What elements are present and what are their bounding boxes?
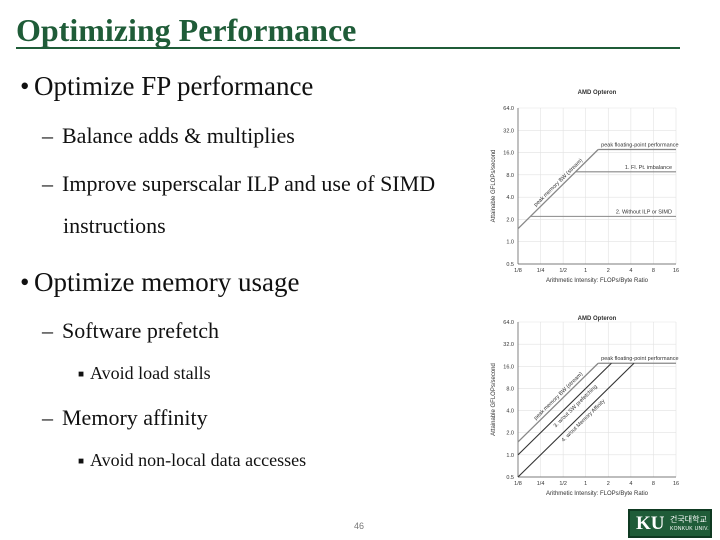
y-tick-label: 64.0	[503, 320, 514, 326]
bullet-dot-icon: •	[20, 71, 30, 101]
memory-ceiling-label: 4. w/out Memory Affinity	[561, 398, 607, 443]
x-tick-label: 1	[584, 481, 587, 487]
y-tick-label: 4.0	[506, 195, 514, 201]
bullet-level3: ■ Avoid load stalls	[78, 363, 211, 384]
y-tick-label: 4.0	[506, 409, 514, 415]
x-tick-label: 4	[629, 481, 632, 487]
memory-ceiling-line	[517, 362, 635, 478]
bullet-level1: • Optimize memory usage	[20, 267, 299, 298]
roofline-peak-label: peak floating-point performance	[601, 356, 678, 362]
bullet-text: instructions	[63, 213, 166, 238]
x-tick-label: 8	[652, 268, 655, 274]
page-number: 46	[354, 521, 365, 531]
y-tick-label: 8.0	[506, 173, 514, 179]
x-axis-label: Arithmetic Intensity: FLOPs/Byte Ratio	[546, 491, 649, 497]
y-tick-label: 2.0	[506, 431, 514, 437]
x-tick-label: 1/8	[514, 268, 522, 274]
title-underline	[16, 47, 680, 49]
x-axis-label: Arithmetic Intensity: FLOPs/Byte Ratio	[546, 278, 649, 284]
x-tick-label: 2	[607, 481, 610, 487]
roofline-chart-fp: AMD Opteron 0.5 1.0 2.0 4.0 8.0 16.0 32.0 64.0 1/…	[491, 90, 679, 284]
memory-ceiling-line	[517, 362, 612, 456]
bullet-text: Improve superscalar ILP and use of SIMD	[62, 171, 436, 196]
y-axis-label: Attainable GFLOPs/second	[491, 150, 497, 223]
x-tick-label: 1/2	[559, 481, 567, 487]
bullet-text: Software prefetch	[62, 318, 219, 343]
university-logo: KU 건국대학교 KONKUK UNIV.	[628, 509, 712, 538]
y-tick-label: 64.0	[503, 106, 514, 112]
y-tick-label: 0.5	[506, 262, 514, 268]
x-tick-label: 16	[673, 268, 679, 274]
y-tick-label: 1.0	[506, 453, 514, 459]
compute-ceiling-label: 1. Fl. Pt. imbalance	[625, 165, 672, 171]
logo-english: KONKUK UNIV.	[670, 526, 709, 532]
bullet-level2: – Memory affinity	[42, 405, 208, 431]
chart-title: AMD Opteron	[578, 316, 617, 322]
x-tick-label: 4	[629, 268, 632, 274]
dash-icon: –	[42, 318, 53, 343]
bullet-text: Avoid load stalls	[90, 363, 211, 383]
dash-icon: –	[42, 123, 53, 148]
logo-mark: KU	[636, 513, 665, 534]
x-tick-label: 8	[652, 481, 655, 487]
y-axis-label: Attainable GFLOPs/second	[491, 363, 497, 436]
chart-title: AMD Opteron	[578, 90, 617, 96]
y-tick-label: 16.0	[503, 151, 514, 157]
compute-ceiling-label: 2. Without ILP or SIMD	[616, 209, 672, 215]
roofline-bandwidth-line	[517, 362, 599, 443]
y-tick-label: 2.0	[506, 217, 514, 223]
bullet-continuation: instructions	[63, 213, 166, 239]
x-tick-label: 1	[584, 268, 587, 274]
bullet-level2: – Improve superscalar ILP and use of SIMD	[42, 171, 435, 197]
x-tick-label: 16	[673, 481, 679, 487]
y-tick-label: 32.0	[503, 342, 514, 348]
x-tick-label: 1/4	[537, 268, 545, 274]
y-tick-label: 1.0	[506, 240, 514, 246]
bullet-text: Optimize memory usage	[34, 267, 300, 297]
x-tick-label: 1/4	[537, 481, 545, 487]
square-bullet-icon: ■	[78, 369, 85, 381]
x-tick-label: 1/8	[514, 481, 522, 487]
y-tick-label: 16.0	[503, 364, 514, 370]
x-tick-label: 1/2	[559, 268, 567, 274]
logo-korean: 건국대학교	[670, 515, 707, 524]
bullet-level2: – Software prefetch	[42, 318, 219, 344]
bullet-level3: ■ Avoid non-local data accesses	[78, 450, 306, 471]
square-bullet-icon: ■	[78, 456, 85, 468]
y-tick-label: 0.5	[506, 475, 514, 481]
bullet-text: Optimize FP performance	[34, 71, 314, 101]
bullet-text: Memory affinity	[62, 405, 208, 430]
x-tick-label: 2	[607, 268, 610, 274]
bullet-level2: – Balance adds & multiplies	[42, 123, 295, 149]
roofline-peak-label: peak floating-point performance	[601, 143, 678, 149]
y-tick-label: 32.0	[503, 128, 514, 134]
roofline-bandwidth-line	[517, 149, 599, 230]
bullet-dot-icon: •	[20, 267, 30, 297]
slide-title: Optimizing Performance	[16, 12, 357, 48]
dash-icon: –	[42, 171, 53, 196]
bullet-text: Balance adds & multiplies	[62, 123, 295, 148]
bullet-text: Avoid non-local data accesses	[90, 450, 307, 470]
y-tick-label: 8.0	[506, 386, 514, 392]
dash-icon: –	[42, 405, 53, 430]
roofline-chart-memory: AMD Opteron 0.5 1.0 2.0 4.0 8.0 16.0 32.0 64.0 1/…	[491, 316, 679, 497]
bullet-level1: • Optimize FP performance	[20, 71, 313, 102]
